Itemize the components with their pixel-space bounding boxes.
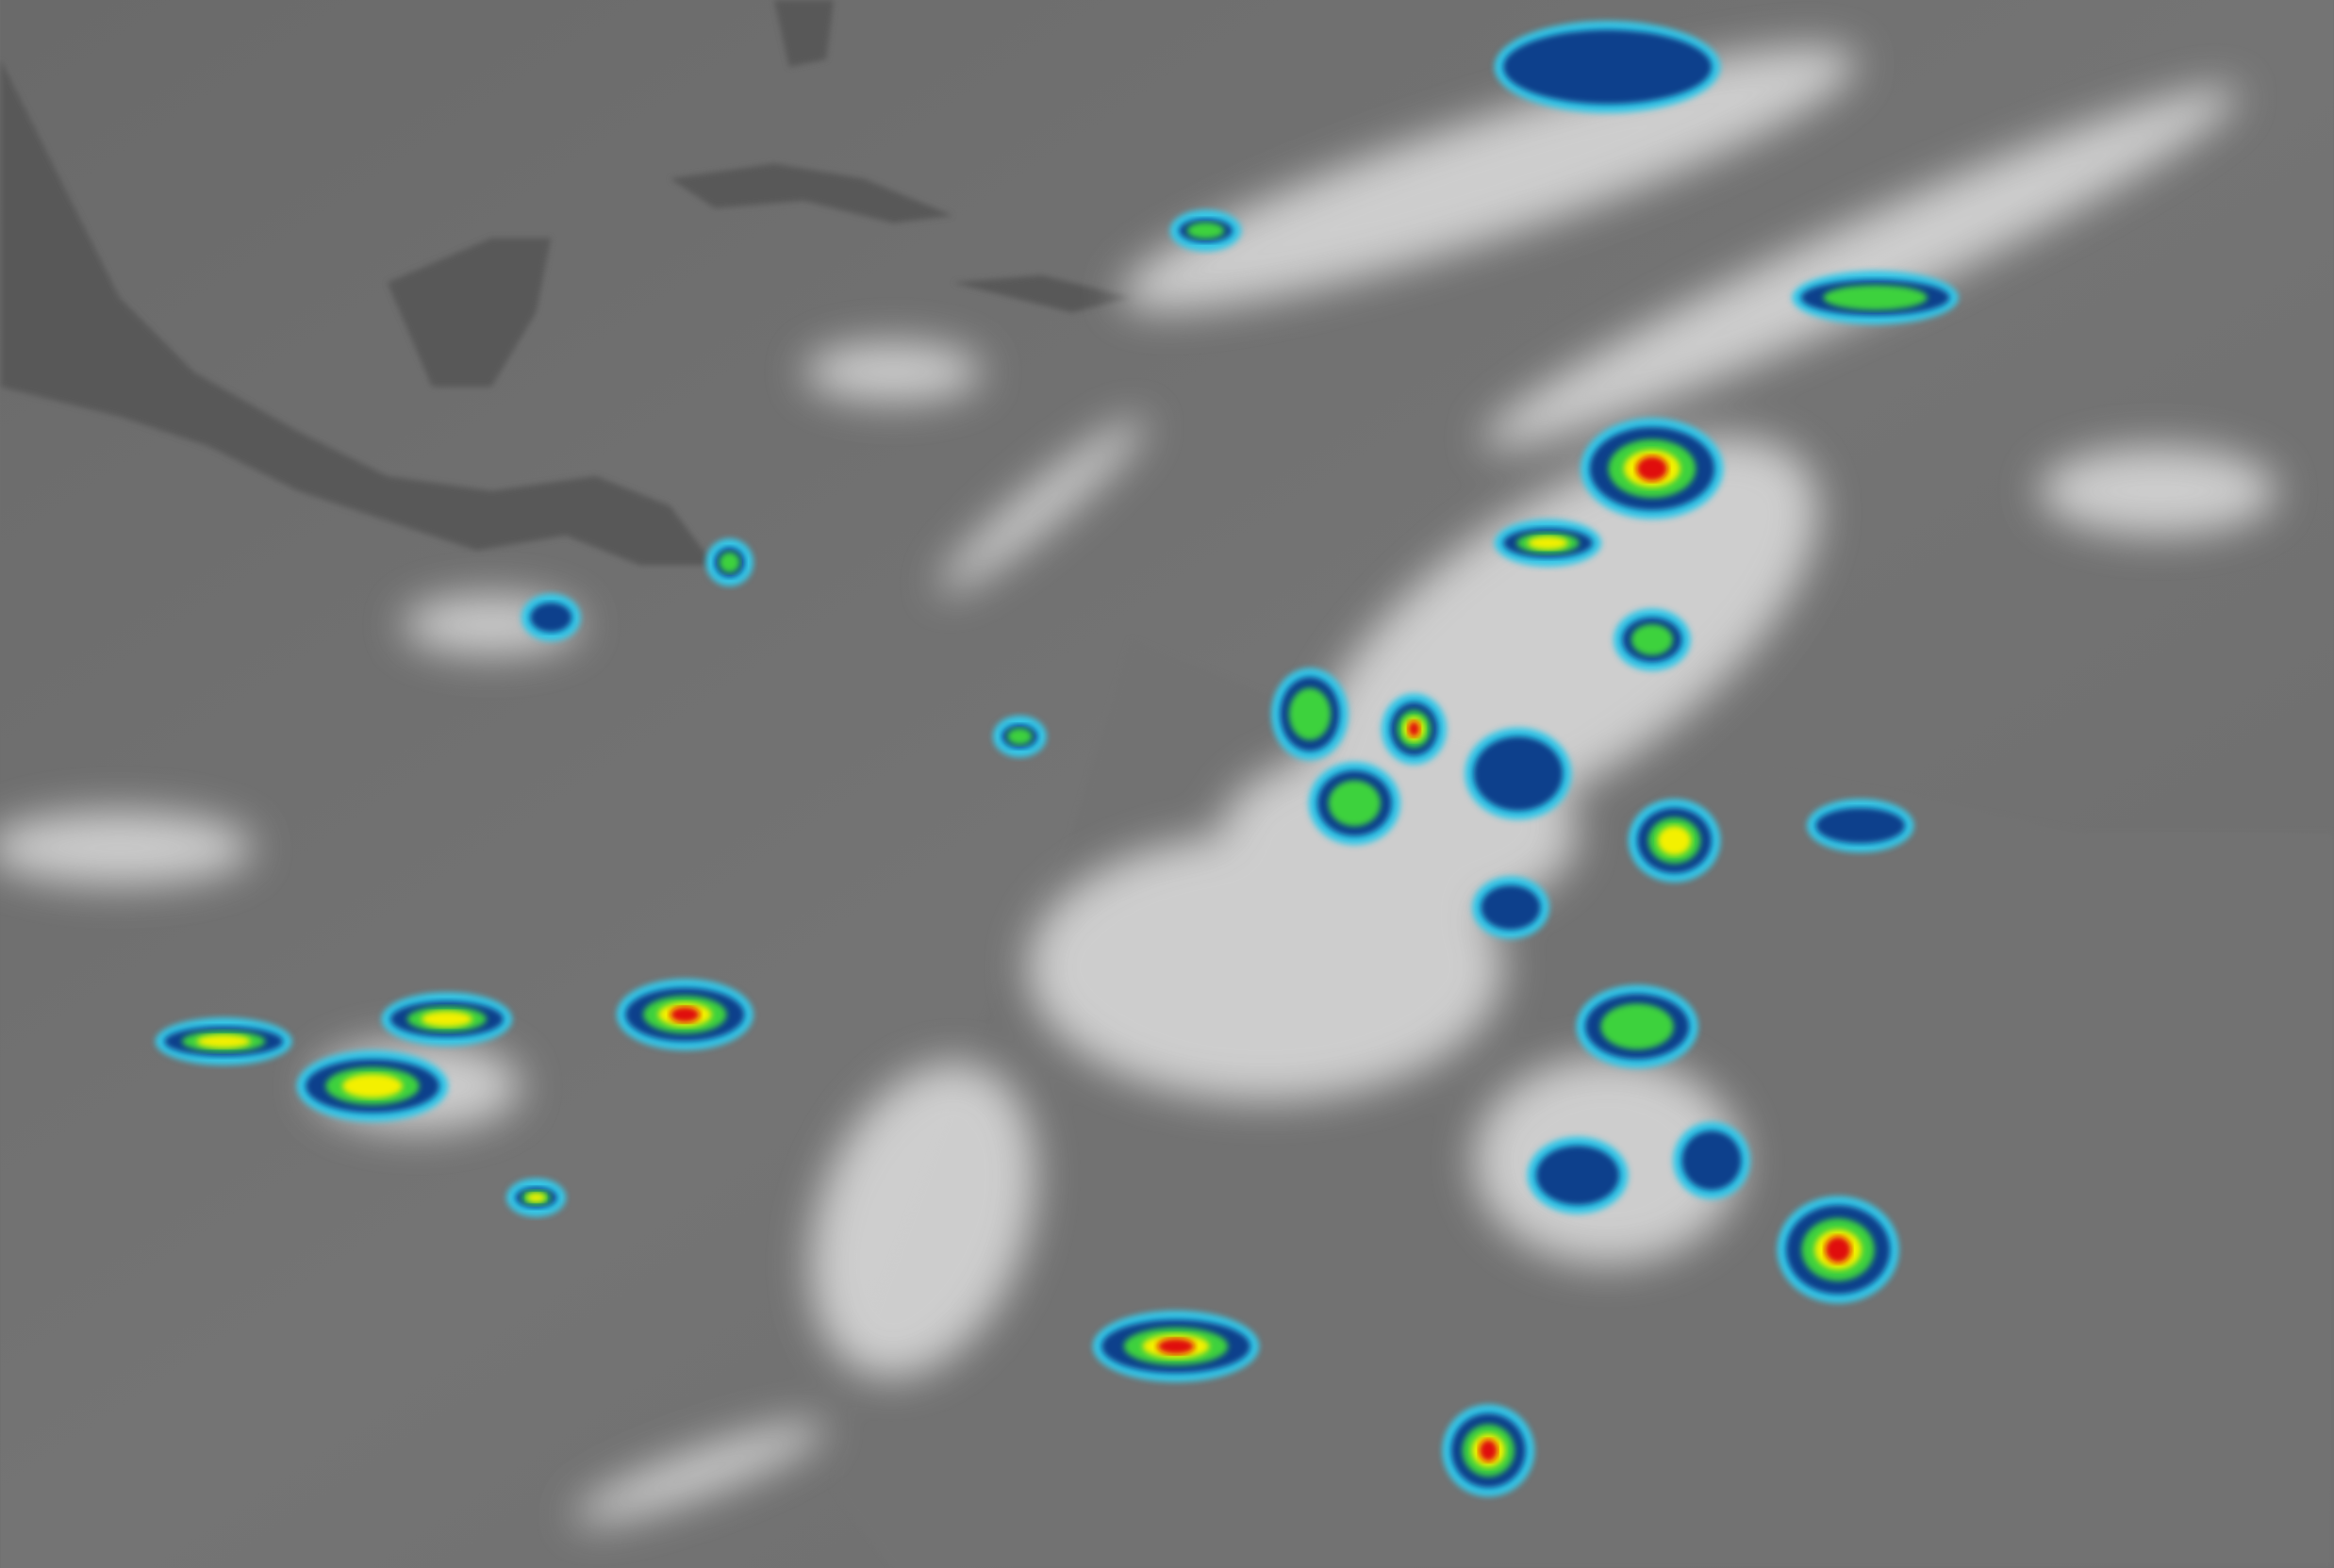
cloud-mass [810,1062,1036,1378]
cloud-mass [803,341,983,403]
storm-cell [1308,761,1401,846]
storm-cell [1442,1404,1535,1497]
storm-cell [705,538,753,586]
storm-cell [1792,271,1959,324]
storm-cell [296,1049,449,1122]
storm-cell [1581,418,1724,520]
storm-cell [1270,668,1349,761]
storm-cell [1777,1196,1899,1304]
storm-cell [1471,876,1549,939]
storm-cell [1169,209,1242,252]
storm-cell [155,1017,292,1065]
storm-cell [1465,727,1572,820]
cloud-mass [938,418,1146,594]
cloud-mass [573,1422,826,1524]
cloud-mass [1482,87,2239,449]
storm-cell [1806,799,1914,853]
storm-cell [1672,1121,1750,1199]
storm-cell [1381,693,1448,765]
storm-cell [521,593,581,642]
storm-cell [992,715,1047,758]
cloud-mass [2039,446,2277,536]
cloud-mass [0,810,254,885]
storm-cell [1092,1311,1260,1382]
storm-cell [1494,519,1602,568]
storm-cell [505,1178,567,1217]
storm-cell [1576,984,1698,1068]
storm-cell [1527,1136,1629,1214]
storm-cell [1613,608,1691,671]
storm-cell [381,992,513,1047]
storm-cell [1628,799,1721,883]
cloud-fields [0,46,2277,1524]
storm-cell [1494,21,1721,113]
convective-storms [155,21,1959,1497]
cloud-mass [1119,46,1857,311]
storm-cell [616,979,753,1050]
